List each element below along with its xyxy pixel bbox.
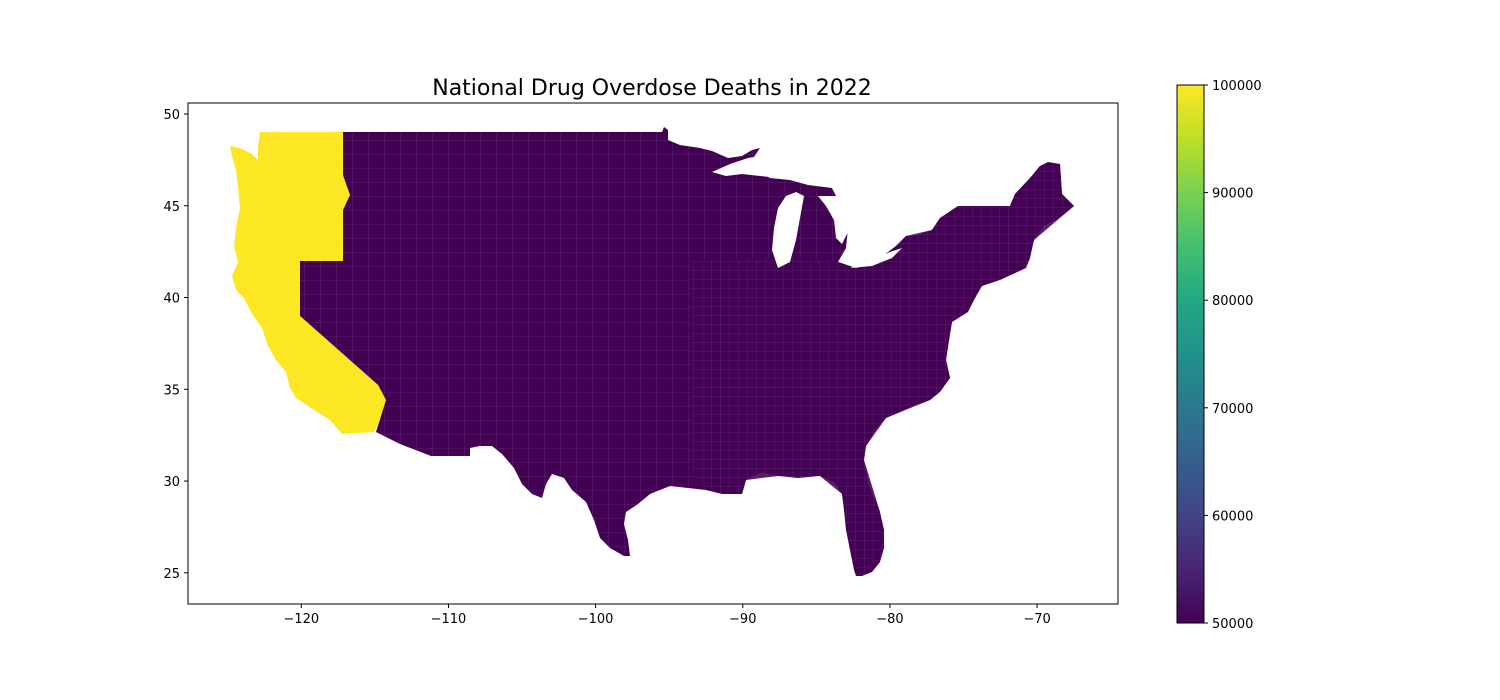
colorbar-tick-label: 50000 xyxy=(1212,617,1253,632)
y-tick-label: 50 xyxy=(163,108,180,123)
colorbar-tick-label: 70000 xyxy=(1212,402,1253,417)
x-tick-label: −70 xyxy=(1023,612,1050,627)
y-tick-label: 30 xyxy=(163,475,180,490)
colorbar-tick-label: 60000 xyxy=(1212,509,1253,524)
lake-huron xyxy=(818,196,850,244)
x-axis: −120 −110 −100 −90 −80 −70 xyxy=(283,604,1051,627)
map-area xyxy=(230,127,1074,576)
states-low-value-east xyxy=(690,164,1074,576)
lake-michigan xyxy=(772,192,804,268)
x-tick-label: −110 xyxy=(431,612,467,627)
chart-title: National Drug Overdose Deaths in 2022 xyxy=(432,76,872,101)
colorbar-tick-label: 100000 xyxy=(1212,79,1262,94)
lake-superior xyxy=(712,156,800,178)
colorbar-tick-label: 90000 xyxy=(1212,187,1253,202)
y-axis: 50 45 40 35 30 25 xyxy=(163,108,188,582)
axes-frame xyxy=(187,102,1119,605)
states-low-value xyxy=(300,127,1074,576)
y-tick-label: 35 xyxy=(163,383,180,398)
colorbar-tick-label: 80000 xyxy=(1212,294,1253,309)
colorbar-axis: 100000 90000 80000 70000 60000 50000 xyxy=(1204,79,1262,632)
states-high-value xyxy=(230,132,386,434)
y-tick-label: 45 xyxy=(163,200,180,215)
x-tick-label: −100 xyxy=(578,612,614,627)
x-tick-label: −120 xyxy=(283,612,319,627)
y-tick-label: 40 xyxy=(163,292,180,307)
y-tick-label: 25 xyxy=(163,567,180,582)
x-tick-label: −80 xyxy=(876,612,903,627)
x-tick-label: −90 xyxy=(729,612,756,627)
lake-erie xyxy=(850,248,902,268)
colorbar xyxy=(1176,84,1205,624)
